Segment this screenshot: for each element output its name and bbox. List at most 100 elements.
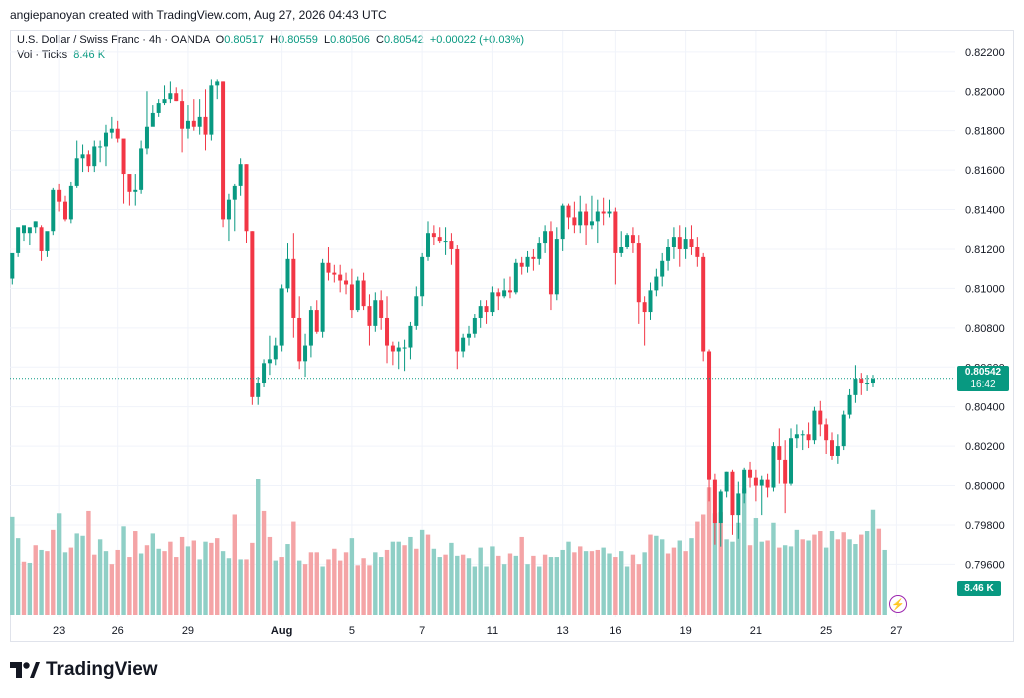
candle-body	[806, 434, 811, 441]
volume-bar	[460, 554, 466, 615]
volume-bar	[326, 559, 331, 615]
volume-bar	[419, 529, 425, 615]
volume-bar	[741, 488, 747, 615]
candle-body	[51, 189, 56, 232]
volume-bar	[285, 544, 290, 615]
candle-body	[859, 379, 864, 384]
volume-bar	[466, 558, 472, 615]
volume-bar	[197, 559, 202, 615]
volume-bar	[45, 551, 50, 615]
y-tick-label: 0.79800	[965, 520, 1005, 532]
high-value: 0.80559	[278, 34, 318, 46]
volume-bar	[373, 552, 378, 615]
volume-bar	[238, 559, 243, 615]
candle-body	[625, 235, 630, 247]
x-tick-label: 25	[820, 625, 832, 637]
volume-bar	[302, 564, 308, 615]
volume-bar	[501, 564, 507, 615]
volume-bar	[484, 566, 489, 615]
close-value: 0.80542	[383, 34, 424, 46]
tradingview-logo-icon	[10, 662, 40, 678]
candle-body	[677, 237, 682, 249]
candle-body	[103, 132, 108, 147]
volume-bar	[677, 540, 682, 615]
symbol-legend[interactable]: U.S. Dollar / Swiss Franc · 4h · OANDA O…	[17, 34, 524, 46]
volume-bar	[583, 551, 589, 615]
candle-body	[156, 103, 161, 113]
candle-body	[10, 252, 15, 279]
volume-bar	[174, 557, 179, 615]
volume-bar	[162, 551, 167, 615]
candle-body	[256, 383, 261, 397]
x-tick-label: Aug	[271, 625, 292, 637]
volume-bar	[80, 535, 85, 615]
volume-bar	[613, 557, 618, 615]
candle-body	[92, 146, 97, 167]
candle-body	[595, 211, 600, 222]
candle-body	[144, 126, 149, 149]
volume-bar	[414, 548, 419, 615]
candle-body	[507, 290, 512, 293]
candle-body	[502, 290, 507, 297]
candle-body	[250, 231, 255, 397]
candle-body	[619, 247, 624, 253]
x-tick-label: 16	[609, 625, 621, 637]
volume-bar	[578, 546, 583, 615]
volume-bar	[449, 542, 454, 615]
candle-body	[109, 128, 114, 133]
lightning-icon[interactable]: ⚡	[889, 595, 907, 613]
candle-body	[513, 262, 518, 293]
candle-body	[449, 241, 454, 249]
candle-body	[560, 205, 565, 240]
volume-tag: 8.46 K	[957, 581, 1001, 596]
x-tick-label: 27	[890, 625, 902, 637]
y-tick-label: 0.80400	[965, 402, 1005, 414]
x-tick-label: 11	[487, 625, 498, 637]
candle-body	[150, 112, 155, 127]
open-label: O	[215, 34, 225, 46]
candle-body	[759, 479, 764, 486]
y-tick-label: 0.81800	[965, 126, 1005, 138]
brand-name: TradingView	[46, 659, 158, 680]
volume-bar	[431, 548, 437, 615]
y-tick-label: 0.79600	[965, 559, 1005, 571]
volume-bar	[133, 531, 138, 615]
volume-bar	[648, 534, 653, 615]
volume-bar	[660, 539, 665, 615]
symbol-name[interactable]: U.S. Dollar / Swiss Franc · 4h · OANDA	[17, 34, 210, 46]
candle-body	[291, 258, 296, 318]
high-label: H	[270, 34, 279, 46]
volume-bar	[665, 553, 671, 615]
volume-bar	[718, 512, 723, 615]
candle-body	[22, 225, 27, 234]
volume-bar	[700, 514, 706, 615]
candle-body	[385, 317, 390, 346]
candle-body	[683, 239, 688, 249]
tradingview-brand[interactable]: TradingView	[10, 658, 158, 682]
volume-bar	[226, 558, 232, 615]
open-value: 0.80517	[224, 34, 264, 46]
candle-body	[589, 221, 594, 226]
volume-bar	[33, 545, 38, 615]
candle-body	[800, 434, 805, 436]
y-tick-label: 0.81000	[965, 283, 1005, 295]
volume-bar	[343, 552, 349, 615]
volume-bar	[367, 565, 372, 615]
candle-body	[185, 120, 190, 129]
last-price: 0.80542	[964, 367, 1002, 378]
volume-bar	[62, 552, 68, 615]
volume-bar	[10, 516, 15, 615]
volume-bar	[402, 545, 407, 615]
volume-bar	[788, 546, 794, 615]
volume-bar	[127, 557, 132, 615]
volume-bar	[695, 521, 700, 615]
volume-bar	[765, 540, 770, 615]
candle-body	[33, 221, 38, 228]
candle-body	[765, 479, 770, 488]
candle-body	[62, 201, 67, 220]
candle-body	[783, 459, 788, 484]
y-tick-label: 0.81600	[965, 165, 1005, 177]
bar-countdown: 16:42	[970, 379, 996, 390]
candle-body	[648, 290, 653, 313]
